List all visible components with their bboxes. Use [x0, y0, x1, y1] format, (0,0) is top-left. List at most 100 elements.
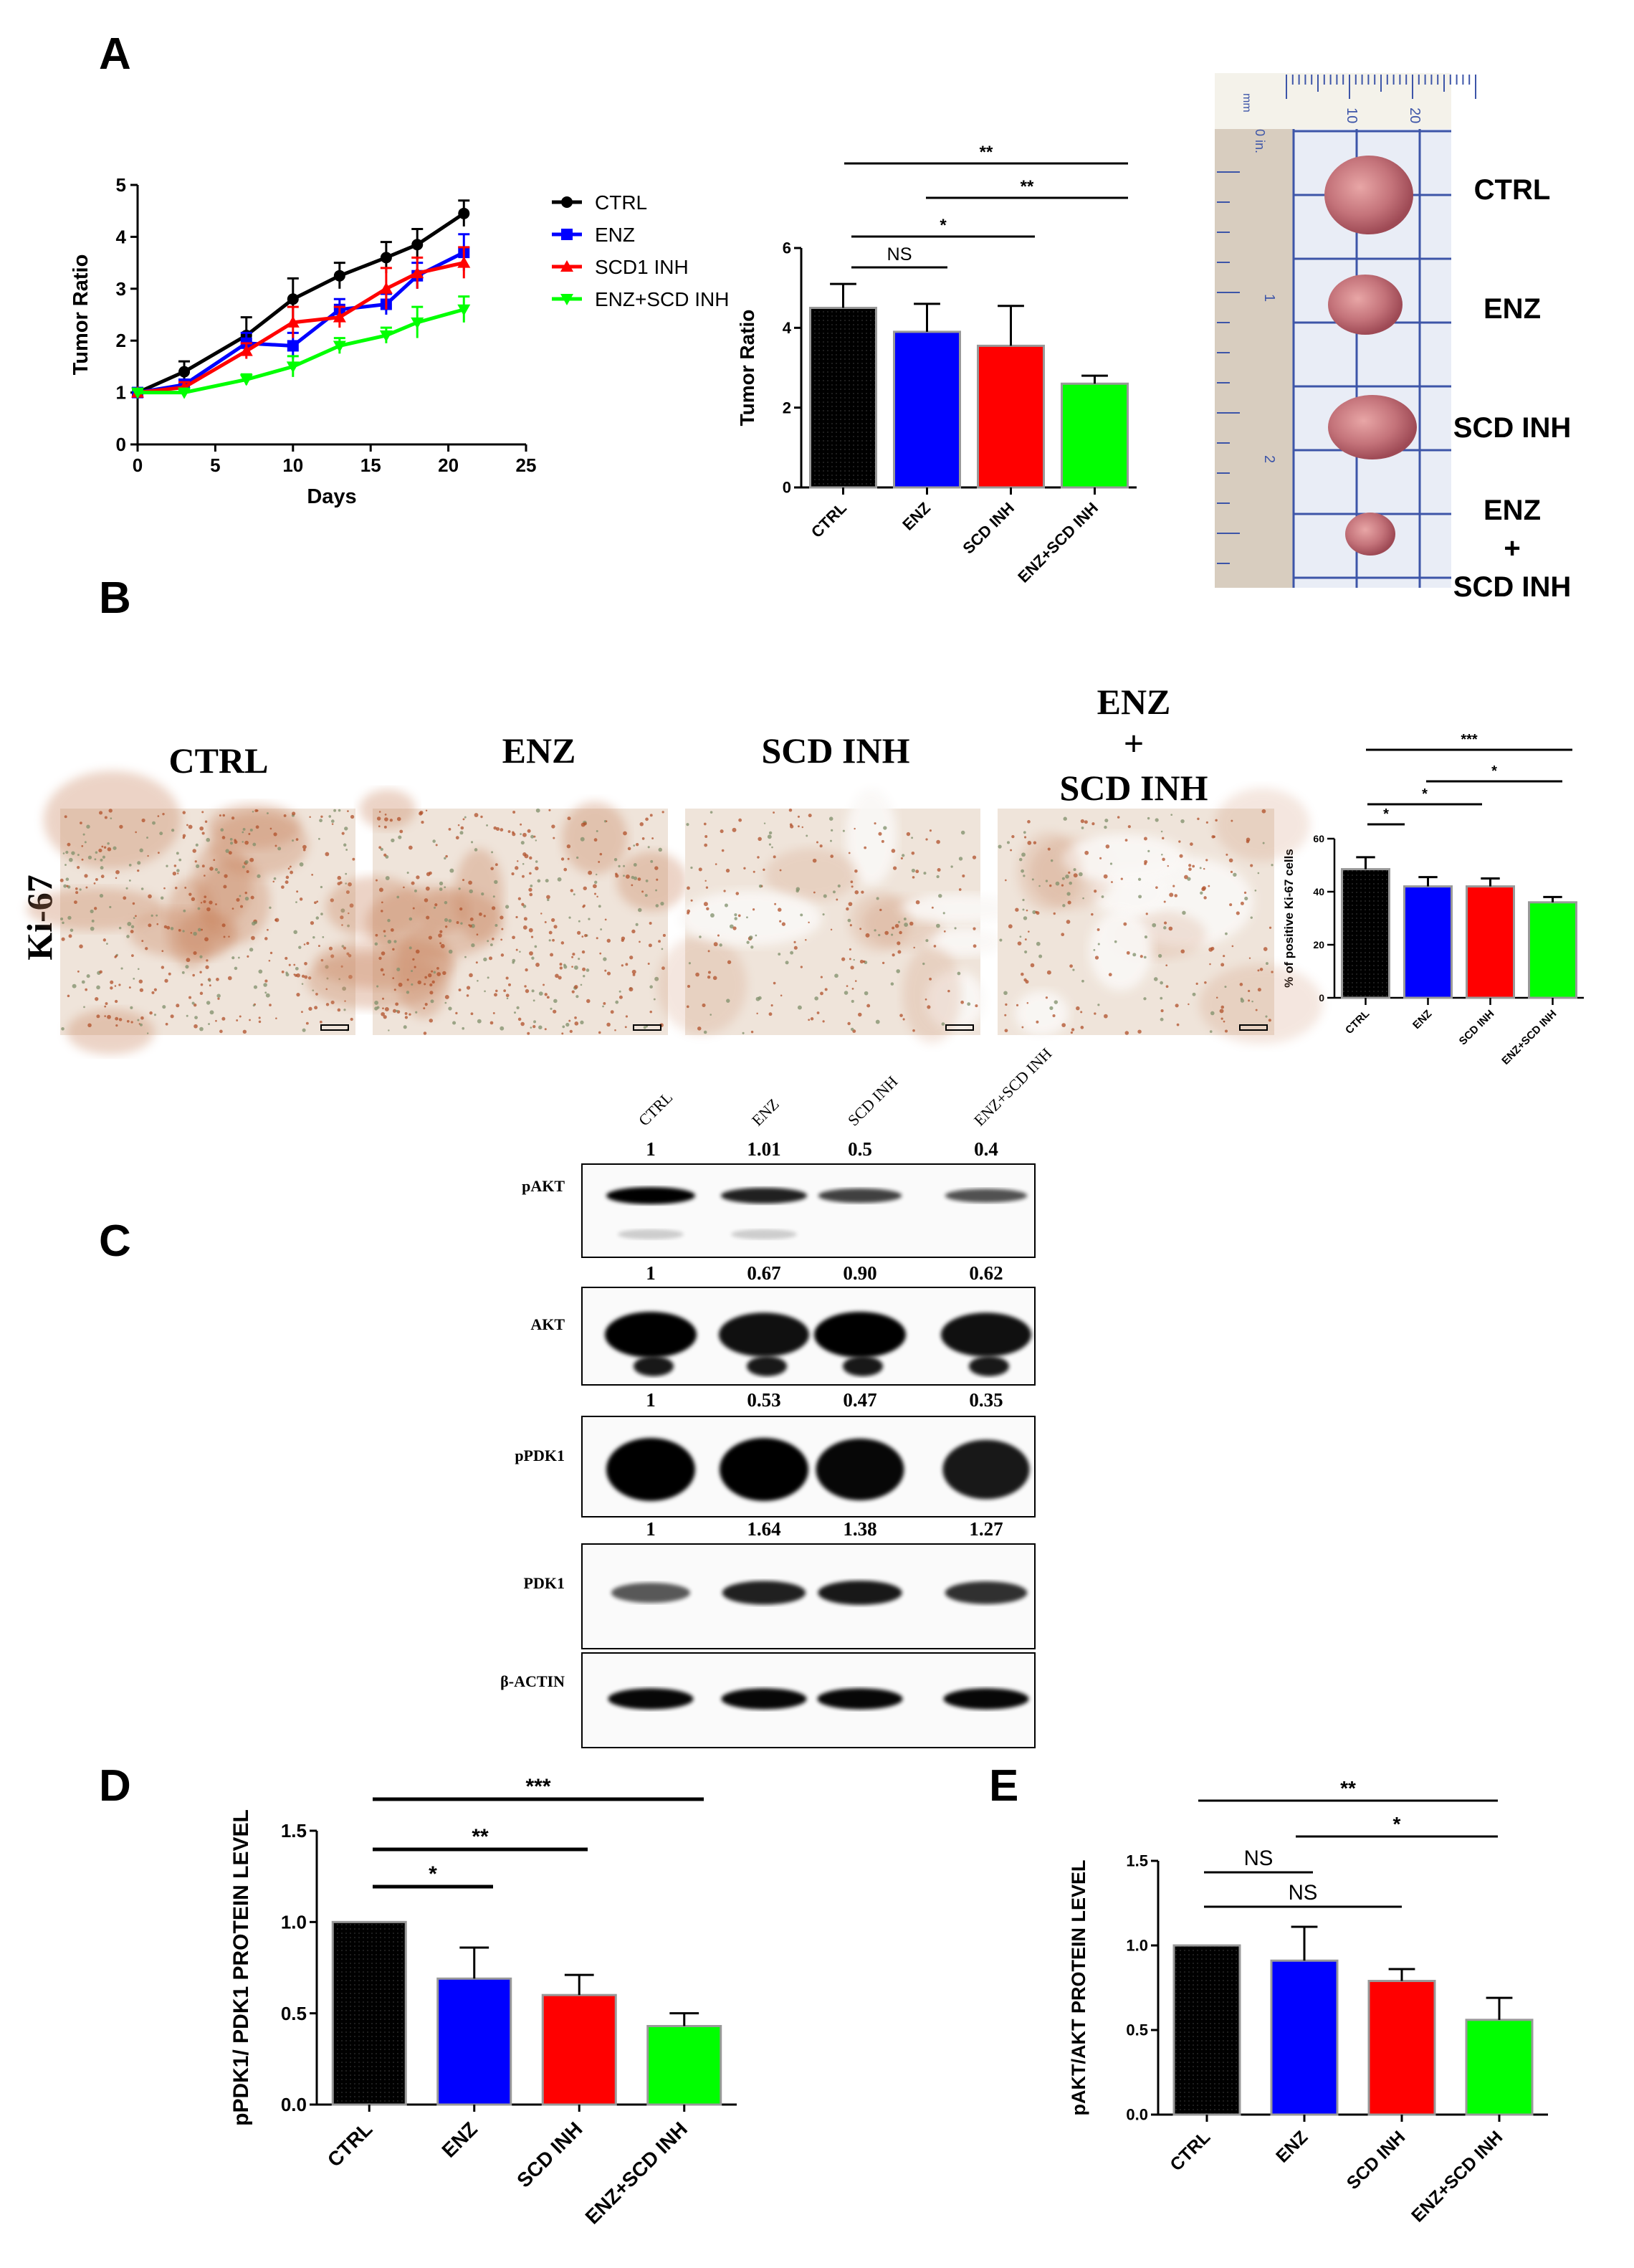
- blot-band: [969, 1356, 1009, 1376]
- stained-nucleus: [285, 880, 289, 885]
- stained-nucleus: [896, 969, 900, 973]
- ki67-header-combo-enz: ENZ: [1097, 682, 1171, 722]
- stained-nucleus: [376, 985, 379, 988]
- stained-nucleus: [301, 974, 305, 978]
- stained-nucleus: [471, 943, 475, 948]
- stained-nucleus: [758, 996, 762, 1000]
- stain-region: [1214, 788, 1310, 862]
- stained-nucleus: [748, 935, 753, 940]
- stained-nucleus: [411, 983, 414, 986]
- stained-nucleus: [500, 938, 503, 941]
- stained-nucleus: [858, 1012, 862, 1017]
- stained-nucleus: [330, 819, 335, 823]
- stained-nucleus: [166, 864, 168, 867]
- stained-nucleus: [99, 893, 104, 898]
- stained-nucleus: [281, 885, 285, 889]
- stained-nucleus: [491, 906, 496, 910]
- blot-quantification: 0.35: [969, 1389, 1003, 1411]
- stained-nucleus: [1143, 997, 1147, 1001]
- stained-nucleus: [267, 928, 269, 931]
- stained-nucleus: [1145, 913, 1148, 915]
- stained-nucleus: [103, 846, 107, 849]
- y-tick-label: 2: [783, 399, 791, 416]
- data-point: [333, 340, 346, 353]
- stained-nucleus: [522, 852, 527, 857]
- stained-nucleus: [265, 993, 270, 998]
- stained-nucleus: [774, 902, 777, 905]
- stained-nucleus: [331, 823, 334, 825]
- stained-nucleus: [223, 935, 226, 938]
- stained-nucleus: [909, 921, 914, 926]
- stained-nucleus: [1117, 816, 1120, 819]
- stained-nucleus: [341, 832, 345, 835]
- stained-nucleus: [483, 957, 487, 962]
- stained-nucleus: [1030, 963, 1035, 968]
- stained-nucleus: [569, 1029, 573, 1033]
- stained-nucleus: [242, 831, 244, 834]
- stained-nucleus: [1188, 867, 1192, 871]
- stained-nucleus: [883, 826, 887, 830]
- stained-nucleus: [957, 971, 961, 976]
- blot-band: [814, 1312, 906, 1358]
- stained-nucleus: [530, 884, 533, 887]
- stained-nucleus: [1259, 968, 1263, 971]
- stained-nucleus: [618, 995, 623, 999]
- stained-nucleus: [894, 923, 899, 928]
- stained-nucleus: [1006, 841, 1010, 844]
- stained-nucleus: [1254, 890, 1257, 892]
- stained-nucleus: [1236, 911, 1240, 915]
- stained-nucleus: [720, 829, 724, 834]
- stain-region: [359, 789, 416, 829]
- stained-nucleus: [1132, 953, 1137, 957]
- stained-nucleus: [555, 973, 559, 978]
- stained-nucleus: [559, 966, 563, 970]
- stained-nucleus: [832, 890, 836, 894]
- stained-nucleus: [881, 839, 884, 843]
- stained-nucleus: [310, 920, 315, 925]
- stained-nucleus: [203, 900, 206, 903]
- stained-nucleus: [697, 1026, 702, 1031]
- stained-nucleus: [658, 847, 662, 852]
- stained-nucleus: [573, 965, 578, 970]
- blot-band: [945, 1581, 1028, 1604]
- legend-marker: [560, 260, 573, 272]
- stained-nucleus: [65, 850, 69, 854]
- blot-label: pAKT: [522, 1177, 565, 1195]
- stained-nucleus: [67, 994, 70, 998]
- stained-nucleus: [157, 815, 160, 817]
- stained-nucleus: [900, 857, 903, 859]
- stained-nucleus: [763, 868, 765, 871]
- blot-quantification: 1.64: [747, 1518, 780, 1540]
- stained-nucleus: [390, 928, 394, 932]
- stained-nucleus: [573, 893, 575, 896]
- stained-nucleus: [1005, 879, 1007, 882]
- tumor-ctrl: [1324, 156, 1413, 234]
- stained-nucleus: [594, 880, 598, 884]
- stained-nucleus: [399, 829, 403, 834]
- stained-nucleus: [429, 871, 432, 875]
- ki67-header-scd: SCD INH: [762, 730, 910, 771]
- stained-nucleus: [1061, 884, 1064, 887]
- stained-nucleus: [163, 925, 168, 929]
- stained-nucleus: [1220, 963, 1225, 967]
- stained-nucleus: [911, 851, 915, 855]
- photo-label-combo-scd: SCD INH: [1453, 571, 1571, 603]
- stained-nucleus: [574, 985, 578, 989]
- stained-nucleus: [459, 907, 463, 911]
- stained-nucleus: [582, 905, 585, 908]
- stained-nucleus: [846, 985, 849, 987]
- stained-nucleus: [378, 825, 381, 828]
- stained-nucleus: [501, 928, 504, 930]
- stained-nucleus: [1251, 1000, 1253, 1003]
- stained-nucleus: [522, 875, 525, 878]
- stained-nucleus: [897, 950, 902, 954]
- stained-nucleus: [635, 842, 639, 847]
- stained-nucleus: [61, 1026, 64, 1031]
- stained-nucleus: [61, 937, 65, 941]
- stained-nucleus: [561, 1032, 564, 1035]
- stained-nucleus: [429, 991, 434, 995]
- stained-nucleus: [732, 827, 737, 832]
- stained-nucleus: [604, 969, 607, 972]
- stained-nucleus: [551, 918, 555, 923]
- stained-nucleus: [816, 1011, 820, 1014]
